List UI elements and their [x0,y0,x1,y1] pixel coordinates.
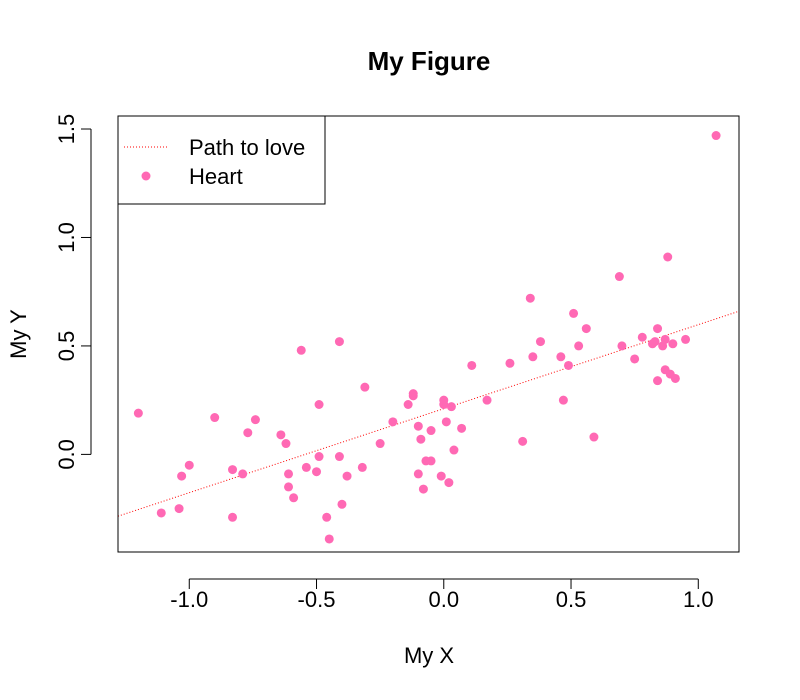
legend-point-swatch [141,171,151,181]
data-point [322,512,332,522]
data-point [581,324,591,334]
data-point [174,504,184,514]
data-point [184,460,194,470]
plot-frame [117,115,740,553]
path-to-love-line [117,310,740,517]
data-point [388,417,398,427]
x-tick-label: 1.0 [683,587,714,612]
data-point [284,469,294,479]
regression-line-layer [117,310,740,517]
data-point [334,452,344,462]
data-point [441,417,451,427]
data-point [446,402,456,412]
data-point [569,308,579,318]
data-point [289,493,299,503]
data-point [357,462,367,472]
data-point [449,445,459,455]
x-tick-label: 0.0 [428,587,459,612]
data-point [296,345,306,355]
y-axis: 0.0 0.5 1.0 1.5 [54,114,92,470]
legend: Path to love Heart [117,115,326,205]
data-point [589,432,599,442]
plot-area [117,131,740,544]
data-point [556,352,566,362]
data-point [653,376,663,386]
x-tick-label: -1.0 [170,587,208,612]
legend-label-heart: Heart [189,164,243,189]
data-point [444,478,454,488]
data-point [711,131,721,141]
data-point [670,373,680,383]
y-axis-label: My Y [6,309,31,359]
data-point [413,421,423,431]
data-point [558,395,568,405]
y-tick-label: 0.0 [54,439,79,470]
data-point [563,360,573,370]
data-point [413,469,423,479]
data-point [574,341,584,351]
data-point [250,415,260,425]
x-tick-label: 0.5 [556,587,587,612]
data-point [439,395,449,405]
data-point [650,337,660,347]
data-point [637,332,647,342]
data-point [228,512,238,522]
data-point [660,334,670,344]
data-point [156,508,166,518]
data-point [467,360,477,370]
data-point [416,434,426,444]
data-point [525,293,535,303]
data-point [243,428,253,438]
data-point [681,334,691,344]
data-point [535,337,545,347]
data-point [653,324,663,334]
data-point [337,499,347,509]
data-point [457,423,467,433]
data-point [663,252,673,262]
data-point [276,430,286,440]
y-tick-label: 1.5 [54,114,79,145]
data-point [436,471,446,481]
chart-title: My Figure [368,46,491,76]
data-point [614,272,624,282]
data-point [177,471,187,481]
data-point [210,413,220,423]
data-point [528,352,538,362]
data-point [133,408,143,418]
data-point [426,426,436,436]
data-point [314,452,324,462]
data-point [668,339,678,349]
legend-label-path-to-love: Path to love [189,135,305,160]
x-axis-label: My X [404,643,454,668]
data-point [505,358,515,368]
data-point [403,399,413,409]
x-axis: -1.0 -0.5 0.0 0.5 1.0 [170,578,714,612]
data-point [518,436,528,446]
data-point [360,382,370,392]
data-point [312,467,322,477]
points-layer [133,131,721,544]
data-point [408,389,418,399]
data-point [426,456,436,466]
data-point [281,439,291,449]
data-point [284,482,294,492]
y-tick-label: 0.5 [54,331,79,362]
data-point [482,395,492,405]
data-point [324,534,334,544]
data-point [301,462,311,472]
data-point [334,337,344,347]
data-point [228,465,238,475]
x-tick-label: -0.5 [298,587,336,612]
data-point [238,469,248,479]
y-tick-label: 1.0 [54,222,79,253]
data-point [630,354,640,364]
data-point [342,471,352,481]
data-point [314,399,324,409]
legend-box [117,115,326,205]
data-point [617,341,627,351]
data-point [375,439,385,449]
data-point [418,484,428,494]
